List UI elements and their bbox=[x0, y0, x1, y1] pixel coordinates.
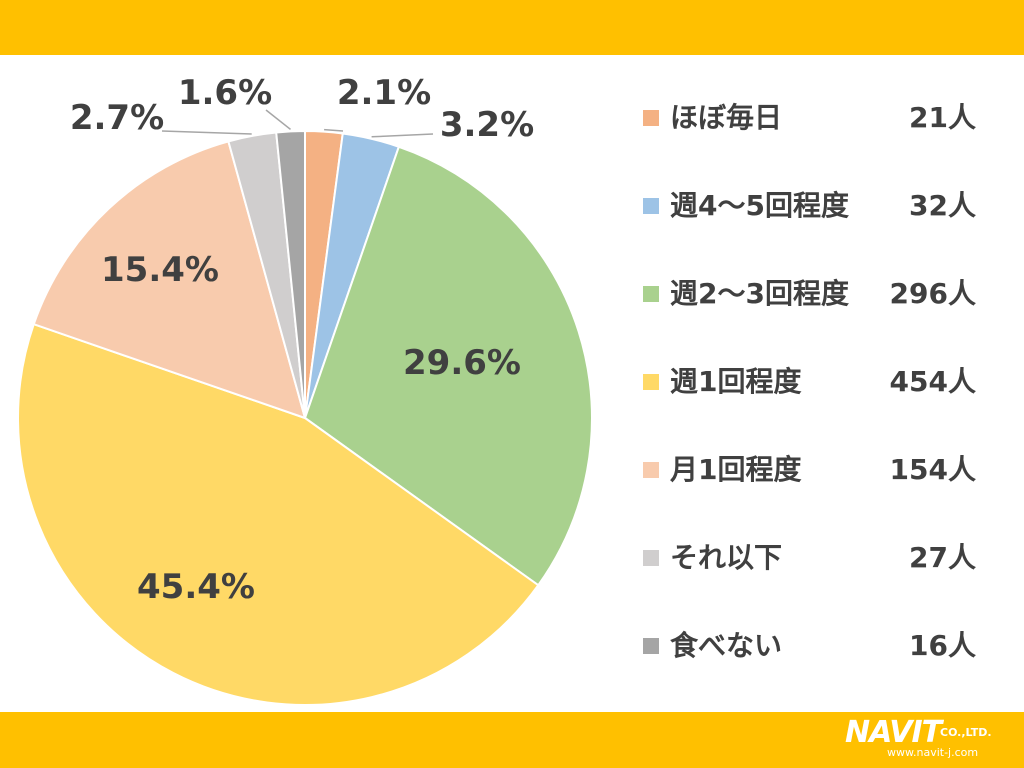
legend-count: 32人 bbox=[909, 189, 976, 222]
legend-swatch bbox=[643, 374, 659, 390]
legend-item-never: 食べない 16人 bbox=[640, 623, 990, 711]
slice-label-6: 1.6% bbox=[178, 73, 272, 113]
legend-swatch bbox=[643, 462, 659, 478]
legend-count: 296人 bbox=[889, 277, 976, 310]
logo-url: www.navit-j.com bbox=[887, 746, 979, 759]
slice-label-0: 2.1% bbox=[337, 73, 431, 113]
legend-item-month-1: 月1回程度 154人 bbox=[640, 447, 990, 535]
legend-item-week-1: 週1回程度 454人 bbox=[640, 359, 990, 447]
legend-item-less: それ以下 27人 bbox=[640, 535, 990, 623]
legend-item-week-4-5: 週4～5回程度 32人 bbox=[640, 183, 990, 271]
legend-label: 食べない bbox=[670, 629, 783, 662]
slice-label-3: 45.4% bbox=[137, 567, 255, 607]
bottom-banner bbox=[0, 712, 1024, 768]
legend-swatch bbox=[643, 198, 659, 214]
legend-count: 21人 bbox=[909, 101, 976, 134]
slice-label-2: 29.6% bbox=[403, 343, 521, 383]
legend-swatch bbox=[643, 638, 659, 654]
legend-swatch bbox=[643, 110, 659, 126]
legend-count: 154人 bbox=[889, 453, 976, 486]
logo-suffix: CO.,LTD. bbox=[940, 726, 992, 739]
slice-label-4: 15.4% bbox=[101, 250, 219, 290]
pie-slice-4 bbox=[32, 140, 307, 420]
legend-item-hobo-mainichi: ほぼ毎日 21人 bbox=[640, 95, 990, 183]
legend-count: 16人 bbox=[909, 629, 976, 662]
slice-label-1: 3.2% bbox=[440, 105, 534, 145]
legend-label: それ以下 bbox=[670, 541, 783, 574]
chart-legend: ほぼ毎日 21人 週4～5回程度 32人 週2～3回程度 296人 週1回程度 … bbox=[640, 95, 990, 711]
leader-line-6 bbox=[265, 109, 291, 130]
legend-count: 27人 bbox=[909, 541, 976, 574]
legend-count: 454人 bbox=[889, 365, 976, 398]
legend-label: ほぼ毎日 bbox=[670, 101, 783, 134]
legend-label: 月1回程度 bbox=[670, 453, 802, 486]
legend-label: 週1回程度 bbox=[670, 365, 802, 398]
legend-label: 週4～5回程度 bbox=[670, 189, 849, 222]
legend-swatch bbox=[643, 286, 659, 302]
legend-swatch bbox=[643, 550, 659, 566]
top-banner bbox=[0, 0, 1024, 55]
pie-slice-2 bbox=[303, 145, 593, 587]
slice-label-5: 2.7% bbox=[70, 98, 164, 138]
pie-slice-6 bbox=[275, 129, 306, 419]
leader-line-0 bbox=[324, 128, 344, 132]
pie-slice-3 bbox=[17, 322, 540, 706]
legend-item-week-2-3: 週2～3回程度 296人 bbox=[640, 271, 990, 359]
company-logo: NAVIT CO.,LTD. www.navit-j.com bbox=[845, 716, 1015, 762]
leader-line-1 bbox=[371, 133, 434, 138]
logo-name: NAVIT bbox=[845, 715, 942, 750]
legend-label: 週2～3回程度 bbox=[670, 277, 849, 310]
leader-line-5 bbox=[161, 130, 252, 135]
